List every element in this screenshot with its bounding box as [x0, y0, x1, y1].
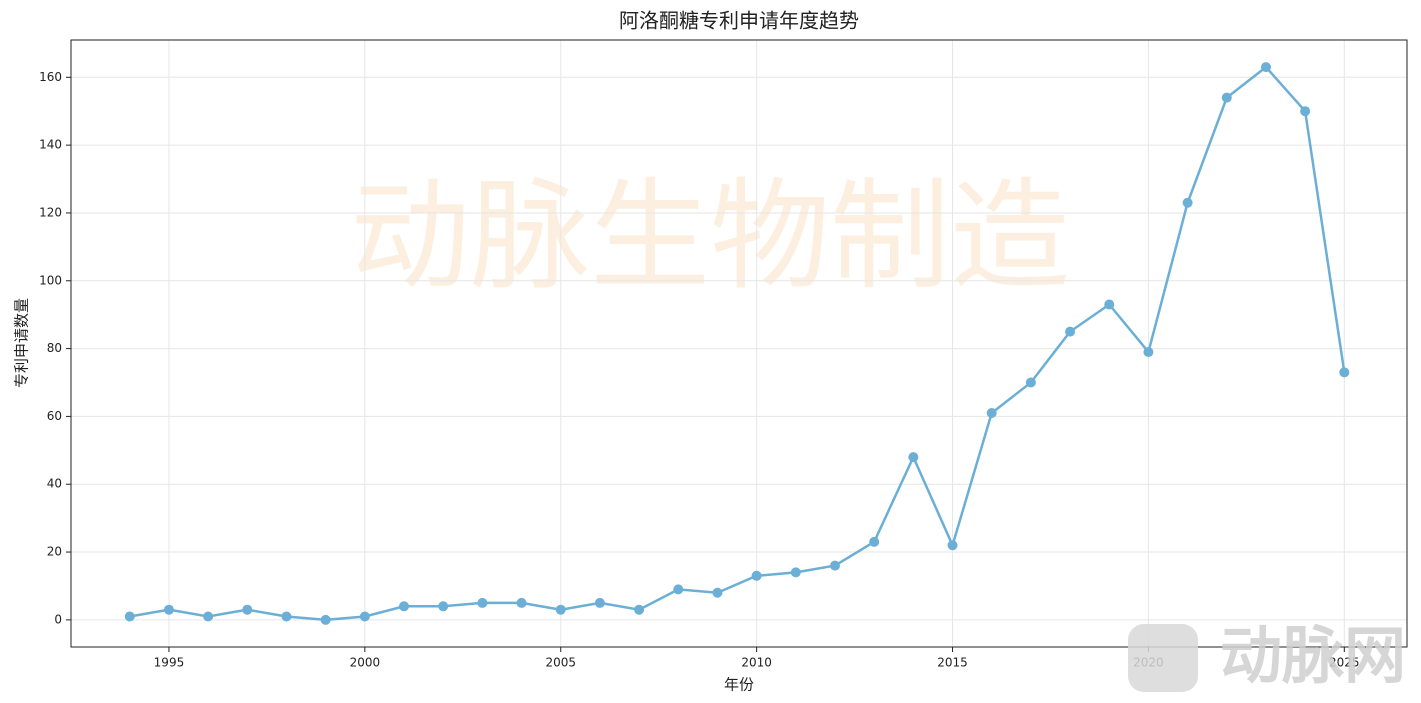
- data-point: [986, 408, 997, 419]
- data-point: [1143, 346, 1154, 357]
- x-tick-label: 1995: [154, 656, 185, 670]
- chart-title: 阿洛酮糖专利申请年度趋势: [619, 9, 859, 33]
- y-tick-label: 80: [47, 341, 62, 355]
- x-axis-label: 年份: [724, 676, 754, 694]
- plot-area: 0 20 40 60 80 100 120 140 160 1995 2000 2005 2010 201…: [39, 40, 1407, 670]
- data-point: [1104, 299, 1115, 310]
- data-point: [163, 604, 174, 615]
- x-tick-label: 2015: [937, 656, 968, 670]
- y-axis-label: 专利申请数量: [13, 298, 31, 388]
- data-point: [516, 597, 527, 608]
- data-point: [124, 611, 135, 622]
- data-point: [399, 601, 410, 612]
- data-point: [947, 540, 958, 551]
- data-point: [477, 597, 488, 608]
- logo-text: 动脉网: [1220, 619, 1406, 692]
- data-point: [1339, 367, 1350, 378]
- data-point: [438, 601, 449, 612]
- data-point: [1182, 197, 1193, 208]
- series-line: [129, 65, 1346, 622]
- y-tick-label: 120: [39, 205, 62, 219]
- y-tick-label: 40: [47, 477, 62, 491]
- data-point: [320, 614, 331, 625]
- data-point: [829, 560, 840, 571]
- data-point: [712, 587, 723, 598]
- data-point: [242, 604, 253, 615]
- x-tick-label: 2000: [350, 656, 381, 670]
- plot-frame: [70, 39, 1408, 648]
- data-point: [1065, 326, 1076, 337]
- data-point: [751, 570, 762, 581]
- data-point: [594, 597, 605, 608]
- data-point: [203, 611, 214, 622]
- watermark: 动脉生物制造: [350, 168, 1070, 307]
- data-point: [1221, 92, 1232, 103]
- x-tick-label: 2025: [1329, 656, 1360, 670]
- data-point: [908, 452, 919, 463]
- y-tick-label: 140: [39, 138, 62, 152]
- y-tick-label: 20: [47, 545, 62, 559]
- data-point: [1025, 377, 1036, 388]
- data-point: [359, 611, 370, 622]
- data-point: [1260, 62, 1271, 73]
- x-tick-label: 2010: [741, 656, 772, 670]
- data-point: [555, 604, 566, 615]
- y-tick-label: 0: [54, 612, 62, 626]
- x-tick-label: 2005: [545, 656, 576, 670]
- y-tick-label: 160: [39, 70, 62, 84]
- data-point: [634, 604, 645, 615]
- data-point: [281, 611, 292, 622]
- y-tick-label: 60: [47, 409, 62, 423]
- data-point: [673, 584, 684, 595]
- data-point: [869, 536, 880, 547]
- y-tick-label: 100: [39, 273, 62, 287]
- data-point: [1300, 106, 1311, 117]
- data-point: [790, 567, 801, 578]
- logo-icon: [1128, 624, 1198, 692]
